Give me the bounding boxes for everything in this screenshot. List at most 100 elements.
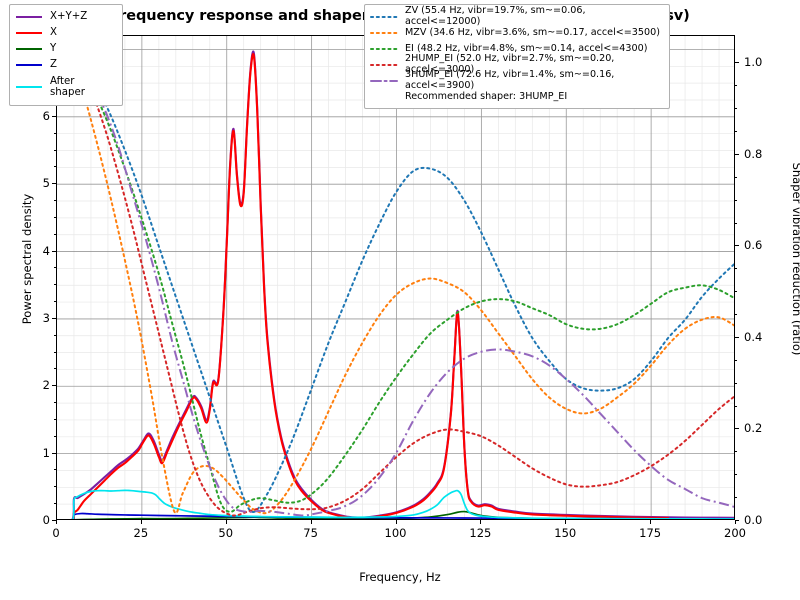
legend-line-swatch xyxy=(15,80,43,94)
legend-item-EI[interactable]: EI (48.2 Hz, vibr=4.8%, sm~=0.14, accel<… xyxy=(370,41,663,57)
y-minor-tick-right xyxy=(735,291,737,293)
y-minor-tick-right xyxy=(735,199,737,201)
legend-item-label: After shaper xyxy=(50,75,85,98)
y-tick-label-right: 0.8 xyxy=(744,146,763,161)
legend-item-ZV[interactable]: ZV (55.4 Hz, vibr=19.7%, sm~=0.06, accel… xyxy=(370,5,663,27)
shaper-curve-2HUMP_EI xyxy=(72,62,734,517)
x-tick-mark xyxy=(310,520,312,524)
legend-item-3HUMP_EI[interactable]: 3HUMP_EI (72.6 Hz, vibr=1.4%, sm~=0.16, … xyxy=(370,69,663,91)
legend-line-swatch xyxy=(15,26,43,40)
y-minor-tick-right xyxy=(735,131,737,133)
legend-item-label: 3HUMP_EI (72.6 Hz, vibr=1.4%, sm~=0.16, … xyxy=(405,69,615,91)
x-tick-mark xyxy=(56,520,57,524)
legend-item-2HUMP_EI[interactable]: 2HUMP_EI (52.0 Hz, vibr=2.7%, sm~=0.20, … xyxy=(370,53,663,75)
legend-line-swatch xyxy=(370,58,398,72)
x-tick-mark xyxy=(225,520,227,524)
y-tick-mark-right xyxy=(735,336,739,338)
y-tick-label-left: 2 xyxy=(42,378,50,393)
legend-item-MZV[interactable]: MZV (34.6 Hz, vibr=3.6%, sm~=0.17, accel… xyxy=(370,25,663,41)
y-tick-label-left: 1 xyxy=(42,445,50,460)
y-minor-tick-right xyxy=(735,451,737,453)
y-minor-tick-left xyxy=(54,469,56,471)
y-tick-label-left: 5 xyxy=(42,176,50,191)
y-tick-mark-left xyxy=(52,317,56,319)
x-tick-label: 200 xyxy=(724,526,746,540)
y-tick-mark-right xyxy=(735,245,739,247)
y-tick-mark-left xyxy=(52,183,56,185)
legend-item-X[interactable]: X xyxy=(15,25,116,41)
legend-item-label: Z xyxy=(50,59,57,71)
y-minor-tick-left xyxy=(54,301,56,303)
y-minor-tick-right xyxy=(735,382,737,384)
y-tick-label-right: 0.0 xyxy=(744,513,763,527)
y-minor-tick-left xyxy=(54,233,56,235)
y-minor-tick-right xyxy=(735,405,737,407)
x-tick-label: 125 xyxy=(469,526,492,540)
y-minor-tick-left xyxy=(54,200,56,202)
y-minor-tick-right xyxy=(735,497,737,499)
x-tick-label: 0 xyxy=(52,526,60,540)
y-tick-label-left: 4 xyxy=(42,243,50,258)
shaper-curve-ZV xyxy=(72,62,734,513)
legend-item-X+Y+Z[interactable]: X+Y+Z xyxy=(15,9,116,25)
legend-item-After-shaper[interactable]: After shaper xyxy=(15,73,116,101)
y-tick-label-right: 0.6 xyxy=(744,238,763,253)
x-tick-mark xyxy=(140,520,142,524)
y-minor-tick-right xyxy=(735,268,737,270)
y-minor-tick-left xyxy=(54,435,56,437)
psd-legend[interactable]: X+Y+Z X Y Z After shaper xyxy=(9,4,123,106)
legend-item-label: EI (48.2 Hz, vibr=4.8%, sm~=0.14, accel<… xyxy=(405,42,648,54)
y-tick-label-right: 1.0 xyxy=(744,55,763,70)
y-tick-mark-right xyxy=(735,520,739,521)
legend-line-swatch xyxy=(15,58,43,72)
shaper-curve-3HUMP_EI xyxy=(73,62,734,517)
legend-line-swatch xyxy=(370,26,398,40)
legend-item-Y[interactable]: Y xyxy=(15,41,116,57)
y-minor-tick-right xyxy=(735,85,737,87)
x-tick-label: 150 xyxy=(554,526,577,540)
y-minor-tick-left xyxy=(54,486,56,488)
x-tick-label: 175 xyxy=(639,526,662,540)
x-tick-mark xyxy=(395,520,397,524)
y-tick-mark-right xyxy=(735,428,739,430)
plot-area xyxy=(56,35,735,520)
x-tick-mark xyxy=(480,520,482,524)
legend-item-Z[interactable]: Z xyxy=(15,57,116,73)
x-tick-mark xyxy=(650,520,652,524)
y-minor-tick-right xyxy=(735,359,737,361)
y-tick-mark-left xyxy=(52,452,56,454)
psd-curve-X xyxy=(72,53,670,519)
y-minor-tick-left xyxy=(54,166,56,168)
x-tick-label: 50 xyxy=(218,526,234,540)
legend-item-label: Y xyxy=(50,43,57,55)
y-minor-tick-left xyxy=(54,149,56,151)
y-minor-tick-left xyxy=(54,216,56,218)
legend-item-label: 2HUMP_EI (52.0 Hz, vibr=2.7%, sm~=0.20, … xyxy=(405,53,615,75)
y-tick-mark-right xyxy=(735,62,739,64)
x-tick-mark xyxy=(565,520,567,524)
y-tick-mark-right xyxy=(735,153,739,155)
y-minor-tick-left xyxy=(54,503,56,505)
legend-line-swatch xyxy=(370,42,398,56)
psd-curves xyxy=(71,50,734,519)
y-tick-label-left: 0 xyxy=(42,513,50,527)
y-tick-label-right: 0.4 xyxy=(744,329,763,344)
y-minor-tick-right xyxy=(735,474,737,476)
y-tick-label-left: 3 xyxy=(42,310,50,325)
y-tick-mark-left xyxy=(52,115,56,117)
y-minor-tick-left xyxy=(54,418,56,420)
legend-item-label: X xyxy=(50,27,57,39)
x-tick-label: 100 xyxy=(384,526,407,540)
shaper-curve-MZV xyxy=(72,62,734,515)
legend-item-label: ZV (55.4 Hz, vibr=19.7%, sm~=0.06, accel… xyxy=(405,5,586,27)
y-tick-label-left: 6 xyxy=(42,108,50,123)
legend-line-swatch xyxy=(15,10,43,24)
recommended-shaper-note: Recommended shaper: 3HUMP_EI xyxy=(405,91,568,102)
y-tick-mark-left xyxy=(52,520,56,521)
y-minor-tick-left xyxy=(54,284,56,286)
shaper-legend[interactable]: ZV (55.4 Hz, vibr=19.7%, sm~=0.06, accel… xyxy=(364,4,670,109)
psd-curve-After-shaper xyxy=(72,489,734,519)
y-minor-tick-right xyxy=(735,222,737,224)
y-minor-tick-right xyxy=(735,314,737,316)
y-minor-tick-left xyxy=(54,267,56,269)
